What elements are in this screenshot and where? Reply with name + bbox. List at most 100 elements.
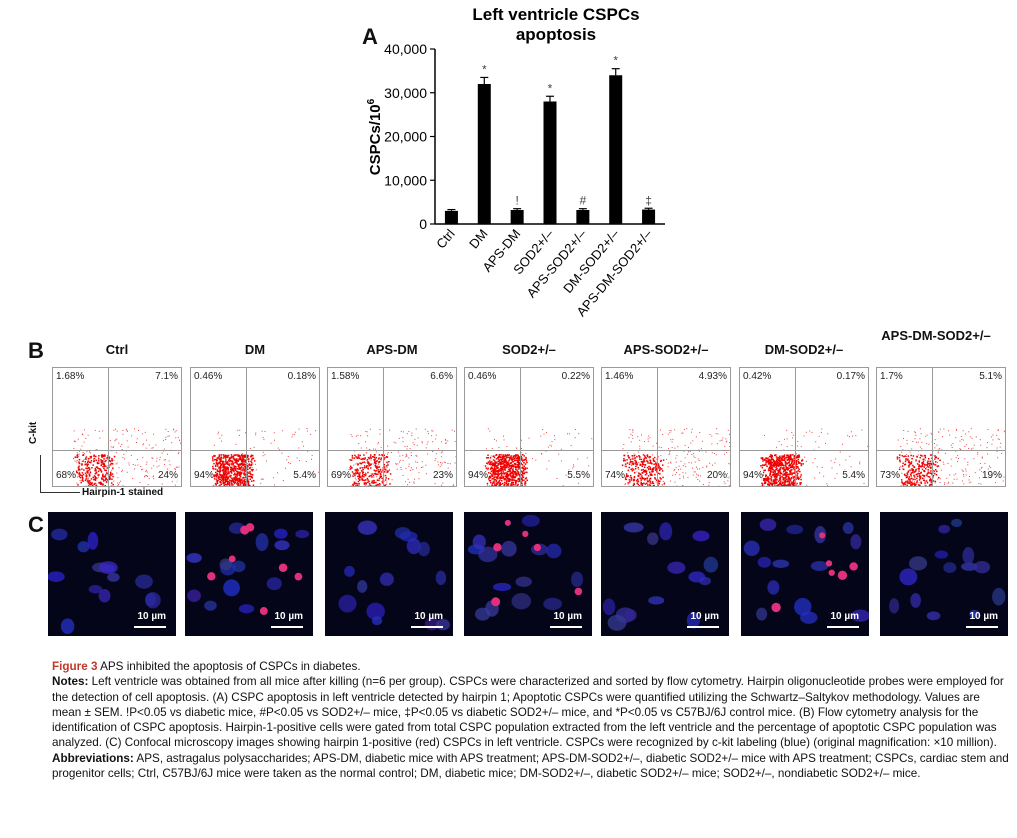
scale-bar [134,626,166,628]
chart-y-axis-label: CSPCs/106 [366,98,384,175]
confocal-image: 10 µm [880,512,1008,636]
bar-chart: Left ventricle CSPCs apoptosis CSPCs/106… [366,5,665,319]
quadrant-percent-tr: 5.1% [979,371,1002,382]
significance-marker: ‡ [645,193,652,207]
scale-bar-label: 10 µm [690,611,719,622]
gate-line-horizontal [465,450,593,451]
flow-cytometry-plot: 0.42% 0.17% 94% 5.4% [739,367,869,487]
quadrant-percent-br: 5.4% [293,470,316,481]
quadrant-percent-bl: 94% [743,470,764,481]
quadrant-percent-tl: 1.58% [331,371,360,382]
significance-marker: * [482,62,487,76]
bar [444,210,458,224]
notes-text: Left ventricle was obtained from all mic… [52,675,1004,750]
confocal-image: 10 µm [325,512,453,636]
scale-bar-label: 10 µm [969,611,998,622]
bar [576,210,590,224]
flow-scatter [896,428,1005,486]
gate-line-horizontal [53,450,181,451]
x-tick-label: DM [466,226,490,251]
y-tick-label: 10,000 [384,172,427,188]
flow-panel-title: DM [244,342,266,357]
gate-line-horizontal [877,450,1005,451]
quadrant-percent-tl: 0.42% [743,371,772,382]
confocal-cells [48,528,161,635]
confocal-image: 10 µm [48,512,176,636]
confocal-cells [338,520,450,631]
quadrant-percent-tl: 1.46% [605,371,634,382]
gate-line-horizontal [191,450,319,451]
significance-marker: # [580,194,587,208]
y-tick-label: 40,000 [384,41,427,57]
quadrant-percent-bl: 68% [56,470,77,481]
figure-caption: Figure 3 APS inhibited the apoptosis of … [52,659,1010,781]
flow-scatter [73,428,181,486]
panel-b-label: B [28,338,44,363]
flow-cytometry-plot: 0.46% 0.22% 94% 5.5% [464,367,594,487]
chart-title-line2: apoptosis [516,25,596,44]
confocal-image: 10 µm [601,512,729,636]
y-tick-label: 30,000 [384,85,427,101]
flow-cytometry-plot: 1.46% 4.93% 74% 20% [601,367,731,487]
gate-line-horizontal [328,450,456,451]
flow-axis-line-h [40,492,80,493]
scale-bar [271,626,303,628]
flow-scatter [210,428,319,486]
flow-scatter [484,428,593,486]
confocal-image: 10 µm [464,512,592,636]
scale-bar [827,626,859,628]
gate-line-vertical [383,368,384,486]
confocal-image: 10 µm [741,512,869,636]
quadrant-percent-br: 19% [981,470,1002,481]
scale-bar [550,626,582,628]
panel-c-label: C [28,512,44,537]
flow-scatter [348,428,456,486]
panel-a-label: A [362,24,378,49]
quadrant-percent-tl: 1.7% [880,371,903,382]
figure-title: APS inhibited the apoptosis of CSPCs in … [97,660,361,673]
significance-marker: ! [515,194,518,208]
chart-plot-area: 010,00020,00030,00040,000Ctrl*DM!APS-DM*… [384,41,665,319]
scale-bar [966,626,998,628]
abbreviations-label: Abbreviations: [52,751,134,765]
bar [642,209,656,224]
significance-marker: * [613,54,618,68]
bar [477,84,491,224]
gate-line-horizontal [740,450,868,451]
flow-cytometry-plot: 0.46% 0.18% 94% 5.4% [190,367,320,487]
flow-cytometry-plot: 1.7% 5.1% 73% 19% [876,367,1006,487]
scale-bar [687,626,719,628]
quadrant-percent-br: 5.5% [567,470,590,481]
y-tick-label: 0 [419,216,427,232]
significance-marker: * [548,81,553,95]
quadrant-percent-tl: 1.68% [56,371,85,382]
flow-panel-title: SOD2+/– [502,342,556,357]
confocal-cells [467,514,584,621]
scale-bar [411,626,443,628]
quadrant-percent-tr: 0.22% [561,371,590,382]
flow-axis-line-v [40,455,41,493]
gate-line-vertical [795,368,796,486]
quadrant-percent-br: 24% [157,470,178,481]
gate-line-vertical [520,368,521,486]
quadrant-percent-bl: 74% [605,470,626,481]
confocal-cells [186,522,310,616]
quadrant-percent-tr: 6.6% [430,371,453,382]
x-tick-label: Ctrl [433,226,458,251]
abbreviations-text: APS, astragalus polysaccharides; APS-DM,… [52,751,1009,781]
quadrant-percent-br: 5.4% [842,470,865,481]
flow-y-axis-label: C-kit [28,421,39,444]
quadrant-percent-tl: 0.46% [468,371,497,382]
flow-panel-title: APS-DM-SOD2+/– [881,328,991,343]
quadrant-percent-br: 23% [432,470,453,481]
chart-title-line1: Left ventricle CSPCs [472,5,639,24]
scale-bar-label: 10 µm [553,611,582,622]
scale-bar-label: 10 µm [414,611,443,622]
bar [510,210,524,224]
flow-cytometry-plot: 1.68% 7.1% 68% 24% [52,367,182,487]
scale-bar-label: 10 µm [274,611,303,622]
gate-line-horizontal [602,450,730,451]
flow-scatter [621,428,730,486]
quadrant-percent-bl: 69% [331,470,352,481]
gate-line-vertical [108,368,109,486]
